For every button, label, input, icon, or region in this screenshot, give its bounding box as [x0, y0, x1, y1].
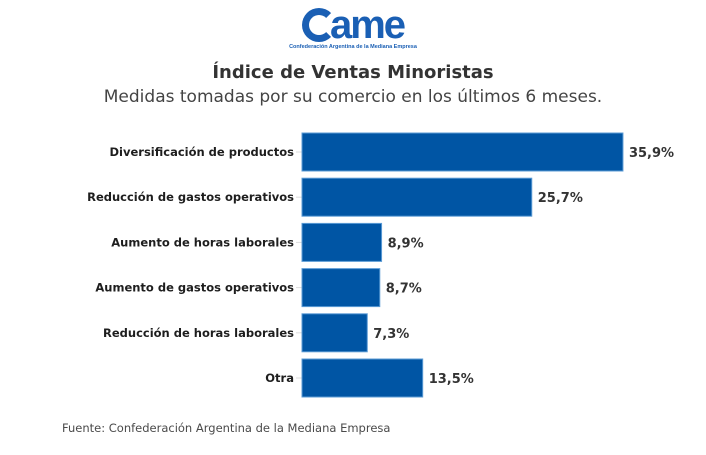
category-label: Aumento de horas laborales	[111, 235, 294, 249]
category-label: Reducción de gastos operativos	[87, 190, 294, 204]
logo-c-icon	[301, 8, 336, 42]
chart-title: Índice de Ventas Minoristas	[212, 62, 494, 83]
value-label: 8,9%	[388, 236, 424, 251]
value-label: 13,5%	[429, 372, 474, 387]
bar	[301, 222, 383, 262]
source-note: Fuente: Confederación Argentina de la Me…	[62, 421, 391, 435]
category-label: Diversificación de productos	[109, 145, 294, 159]
category-label: Aumento de gastos operativos	[95, 281, 294, 295]
bar	[301, 313, 368, 353]
bar	[301, 268, 381, 308]
value-label: 7,3%	[373, 327, 409, 342]
value-label: 8,7%	[386, 282, 422, 297]
logo-wordmark: ame	[329, 3, 406, 47]
category-label: Reducción de horas laborales	[103, 326, 294, 340]
value-label: 35,9%	[629, 146, 674, 161]
logo-subtitle: Confederación Argentina de la Mediana Em…	[289, 44, 417, 50]
came-logo-mark: ame	[0, 4, 706, 46]
category-label: Otra	[265, 371, 294, 385]
chart-subtitle: Medidas tomadas por su comercio en los ú…	[103, 87, 603, 107]
bar	[301, 177, 533, 217]
came-logo: ame Confederación Argentina de la Median…	[0, 4, 706, 50]
bar	[301, 358, 424, 398]
value-label: 25,7%	[538, 191, 583, 206]
bar	[301, 132, 624, 172]
